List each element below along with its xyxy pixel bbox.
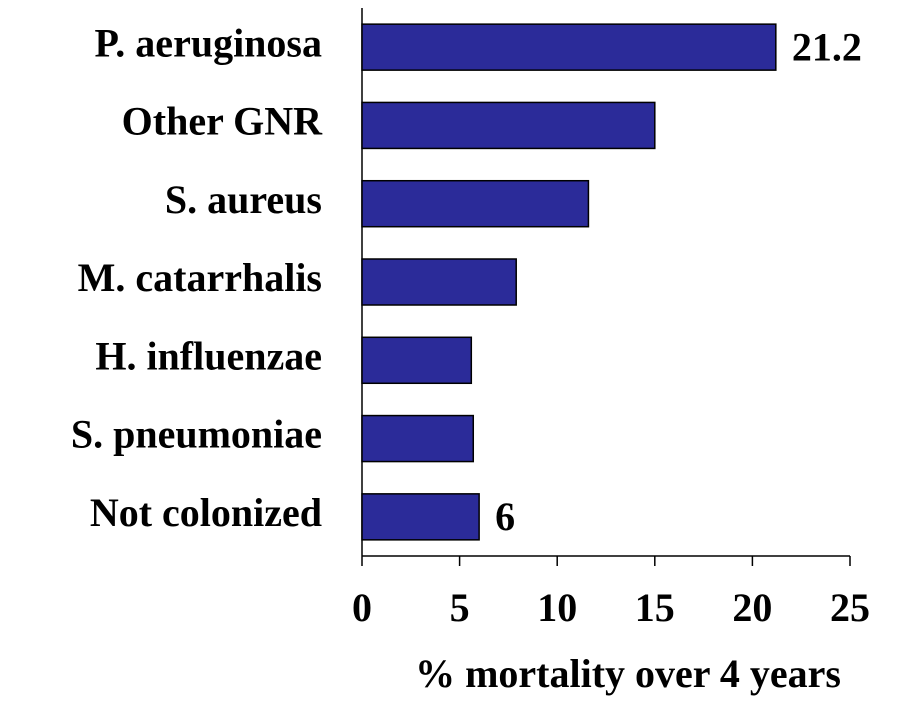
x-axis-title: % mortality over 4 years	[415, 651, 841, 696]
bar	[361, 493, 480, 541]
x-tick-label: 15	[635, 585, 675, 630]
value-label: 6	[495, 494, 515, 539]
bar	[361, 414, 475, 463]
y-tick-label: H. influenzae	[95, 333, 322, 378]
x-tick-label: 20	[732, 585, 772, 630]
y-tick-label: M. catarrhalis	[78, 255, 322, 300]
y-tick-label: P. aeruginosa	[95, 20, 322, 65]
bar	[361, 179, 590, 228]
x-tick-label: 10	[537, 585, 577, 630]
x-tick-label: 25	[830, 585, 870, 630]
bar	[361, 336, 473, 385]
bar	[361, 258, 517, 306]
x-tick-label: 5	[450, 585, 470, 630]
y-tick-label: Other GNR	[122, 99, 323, 144]
x-tick-label: 0	[352, 585, 372, 630]
y-tick-label: S. aureus	[165, 177, 322, 222]
bar	[361, 101, 656, 150]
value-label: 21.2	[792, 24, 862, 69]
bar	[361, 23, 777, 71]
y-tick-label: Not colonized	[90, 490, 322, 535]
y-tick-label: S. pneumoniae	[71, 412, 322, 457]
